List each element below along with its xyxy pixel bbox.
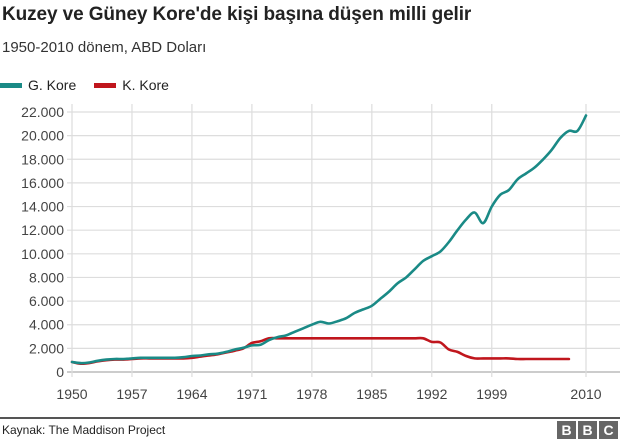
legend-swatch-north-korea [94,82,117,88]
y-tick-label: 10.000 [21,246,64,262]
x-tick-label: 2010 [570,386,601,402]
chart-grid [67,104,620,377]
chart-lines [70,114,588,366]
legend-swatch-south-korea [0,82,22,88]
bbc-logo-letter: B [578,421,597,439]
y-tick-label: 16.000 [21,175,64,191]
x-tick-label: 1992 [416,386,447,402]
footer-divider [0,417,620,419]
chart-title: Kuzey ve Güney Kore'de kişi başına düşen… [2,4,472,25]
legend-item-south-korea: G. Kore [0,77,76,93]
legend-label-south-korea: G. Kore [28,77,77,93]
y-tick-label: 2.000 [29,340,64,356]
legend-item-north-korea: K. Kore [94,77,169,93]
x-tick-label: 1999 [476,386,507,402]
y-tick-label: 14.000 [21,199,64,215]
y-tick-label: 18.000 [21,151,64,167]
y-tick-label: 0 [56,364,64,380]
y-tick-label: 4.000 [29,317,64,333]
x-tick-label: 1964 [176,386,207,402]
x-tick-label: 1950 [56,386,87,402]
source-note: Kaynak: The Maddison Project [2,423,166,437]
x-tick-label: 1971 [236,386,267,402]
y-tick-label: 6.000 [29,293,64,309]
y-tick-label: 8.000 [29,269,64,285]
bbc-logo: B B C [555,421,618,439]
x-tick-label: 1978 [296,386,327,402]
bbc-logo-letter: C [599,421,618,439]
y-tick-label: 22.000 [21,104,64,120]
x-axis: 1950 1957 1964 1971 1978 1985 1992 1999 2010 [56,386,601,402]
south-korea-line [70,114,588,365]
legend-label-north-korea: K. Kore [122,77,169,93]
y-tick-label: 12.000 [21,222,64,238]
x-tick-label: 1957 [116,386,147,402]
y-axis: 0 2.000 4.000 6.000 8.000 10.000 12.000 14.000 1… [21,104,64,380]
chart-subtitle: 1950-2010 dönem, ABD Doları [2,39,207,56]
legend: G. Kore K. Kore [0,77,187,93]
bbc-logo-letter: B [557,421,576,439]
y-tick-label: 20.000 [21,128,64,144]
x-tick-label: 1985 [356,386,387,402]
north-korea-line [70,336,571,366]
